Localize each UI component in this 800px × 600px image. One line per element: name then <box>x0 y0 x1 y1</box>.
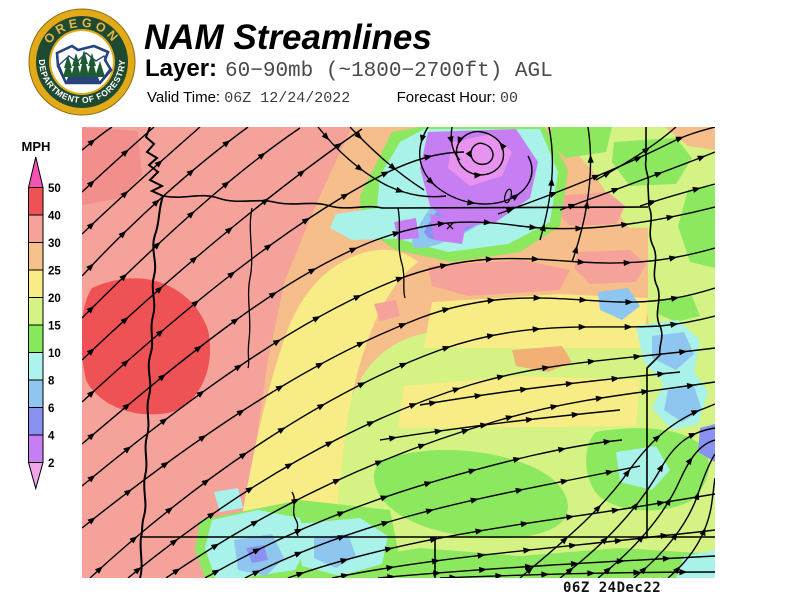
vortex-markers <box>446 188 513 230</box>
columbia-river <box>162 194 649 209</box>
legend-tick-label: 40 <box>48 211 61 223</box>
snake-river-border <box>646 206 663 537</box>
map-timestamp: 06Z 24Dec22 <box>563 580 662 596</box>
legend-tick-label: 50 <box>48 183 61 195</box>
coastline <box>139 127 165 578</box>
valid-time-value: 06Z 12/24/2022 <box>224 90 351 107</box>
odf-logo: OREGON DEPARTMENT OF FORESTRY <box>28 8 136 116</box>
logo-trees <box>63 50 105 77</box>
legend-tick-label: 10 <box>48 348 61 360</box>
streamline-arrows <box>86 131 706 578</box>
layer-label: Layer: <box>145 55 218 82</box>
wa-id-border <box>644 127 650 208</box>
layer-value: 60−90mb (~1800−2700ft) AGL <box>225 60 553 83</box>
streamline-map <box>82 127 715 578</box>
legend-tick-label: 30 <box>48 238 61 250</box>
forecast-hour-label: Forecast Hour: <box>396 89 496 106</box>
wind-speed-legend: MPH 50 40 30 25 20 15 10 8 6 4 2 <box>22 139 61 491</box>
legend-tick-label: 4 <box>48 431 55 443</box>
oregon-state-emblem <box>55 44 113 85</box>
legend-tick-label: 20 <box>48 293 61 305</box>
page-title: NAM Streamlines <box>144 18 432 57</box>
valid-time-row: Valid Time: 06Z 12/24/2022 Forecast Hour… <box>147 89 518 107</box>
valid-time-label: Valid Time: <box>147 89 221 106</box>
wind-speed-shading <box>82 127 715 578</box>
ellipse-marker <box>503 188 513 204</box>
x-marker <box>446 222 454 230</box>
legend-tick-label: 25 <box>48 266 61 278</box>
deschutes-river <box>397 207 406 299</box>
willamette-river <box>247 207 253 369</box>
layer-row: Layer: 60−90mb (~1800−2700ft) AGL <box>145 55 553 83</box>
legend-tick-label: 8 <box>48 376 55 388</box>
legend-tick-label: 6 <box>48 403 54 415</box>
geography-lines <box>139 127 715 578</box>
legend-tick-label: 2 <box>48 458 54 470</box>
forecast-hour-value: 00 <box>500 90 519 107</box>
legend-units-label: MPH <box>22 139 51 154</box>
legend-tick-label: 15 <box>48 321 61 333</box>
